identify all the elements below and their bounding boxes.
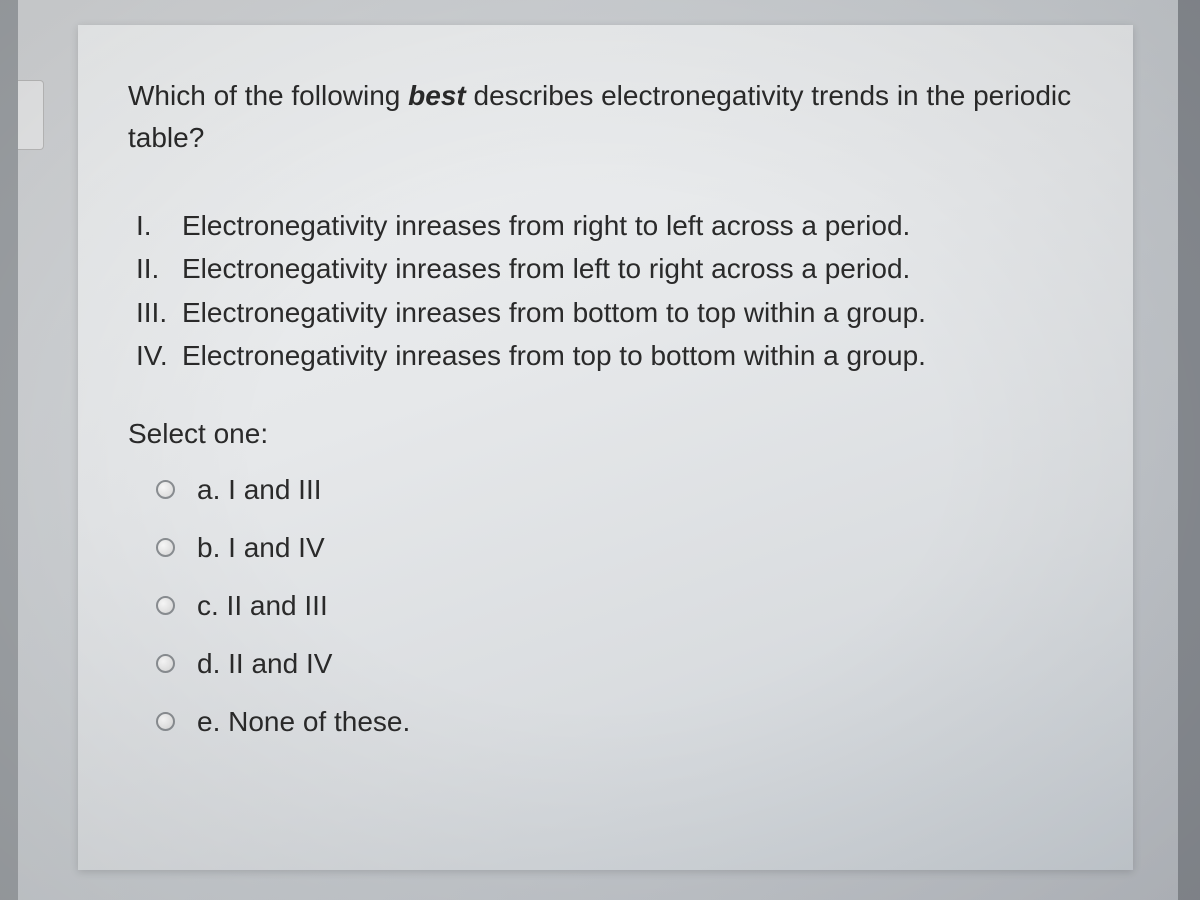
- outer-frame: Which of the following best describes el…: [0, 0, 1200, 900]
- option-b[interactable]: b. I and IV: [156, 532, 1083, 564]
- statement-2-text: Electronegativity inreases from left to …: [182, 247, 910, 290]
- radio-d[interactable]: [156, 654, 175, 673]
- statement-1-roman: I.: [136, 204, 182, 247]
- statement-3-text: Electronegativity inreases from bottom t…: [182, 291, 926, 334]
- statement-4-text: Electronegativity inreases from top to b…: [182, 334, 926, 377]
- statement-1: I. Electronegativity inreases from right…: [136, 204, 1083, 247]
- statement-4: IV. Electronegativity inreases from top …: [136, 334, 1083, 377]
- option-d-label: d. II and IV: [197, 648, 332, 680]
- option-a[interactable]: a. I and III: [156, 474, 1083, 506]
- radio-a[interactable]: [156, 480, 175, 499]
- radio-e[interactable]: [156, 712, 175, 731]
- statement-1-text: Electronegativity inreases from right to…: [182, 204, 910, 247]
- statement-3: III. Electronegativity inreases from bot…: [136, 291, 1083, 334]
- option-a-label: a. I and III: [197, 474, 322, 506]
- option-c[interactable]: c. II and III: [156, 590, 1083, 622]
- statement-4-roman: IV.: [136, 334, 182, 377]
- options-list: a. I and III b. I and IV c. II and III d…: [156, 474, 1083, 738]
- statement-3-roman: III.: [136, 291, 182, 334]
- question-card: Which of the following best describes el…: [78, 25, 1133, 870]
- question-stem: Which of the following best describes el…: [128, 75, 1083, 159]
- option-e-label: e. None of these.: [197, 706, 410, 738]
- option-b-label: b. I and IV: [197, 532, 325, 564]
- option-e[interactable]: e. None of these.: [156, 706, 1083, 738]
- question-emphasis: best: [408, 80, 466, 111]
- statement-2: II. Electronegativity inreases from left…: [136, 247, 1083, 290]
- statements-list: I. Electronegativity inreases from right…: [136, 204, 1083, 378]
- nav-tab-left[interactable]: [18, 80, 44, 150]
- radio-b[interactable]: [156, 538, 175, 557]
- option-d[interactable]: d. II and IV: [156, 648, 1083, 680]
- statement-2-roman: II.: [136, 247, 182, 290]
- radio-c[interactable]: [156, 596, 175, 615]
- option-c-label: c. II and III: [197, 590, 328, 622]
- question-prefix: Which of the following: [128, 80, 408, 111]
- select-one-label: Select one:: [128, 418, 1083, 450]
